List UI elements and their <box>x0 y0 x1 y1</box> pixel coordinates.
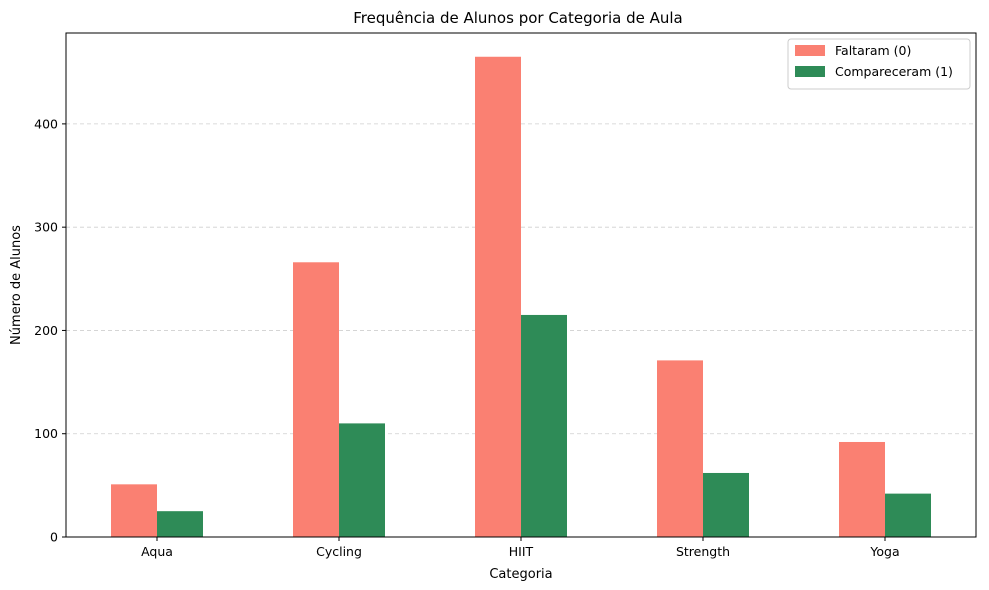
x-tick-label: HIIT <box>509 544 534 559</box>
x-tick-label: Yoga <box>869 544 899 559</box>
bar-cycling-series-1 <box>293 262 339 537</box>
y-tick-label: 300 <box>34 220 58 235</box>
x-tick-label: Strength <box>676 544 730 559</box>
legend-swatch <box>795 45 825 56</box>
bar-yoga-series-2 <box>885 493 931 537</box>
bar-aqua-series-2 <box>157 511 203 537</box>
chart-title: Frequência de Alunos por Categoria de Au… <box>353 9 683 27</box>
x-axis-ticks: Aqua Cycling HIIT Strength Yoga <box>141 537 900 559</box>
bar-cycling-series-2 <box>339 423 385 537</box>
y-axis-ticks: 0 100 200 300 400 <box>34 116 66 545</box>
y-axis-label: Número de Alunos <box>9 225 24 345</box>
bar-hiit-series-2 <box>521 314 567 537</box>
x-axis-label: Categoria <box>489 567 552 582</box>
bar-aqua-series-1 <box>111 484 157 537</box>
y-tick-label: 0 <box>50 530 58 545</box>
y-tick-label: 100 <box>34 426 58 441</box>
y-tick-label: 200 <box>34 323 58 338</box>
bar-strength-series-2 <box>703 472 749 537</box>
legend: Faltaram (0) Compareceram (1) <box>787 38 971 90</box>
legend-box <box>787 38 971 90</box>
bar-strength-series-1 <box>657 360 703 537</box>
legend-label: Compareceram (1) <box>835 64 953 79</box>
x-tick-label: Cycling <box>316 544 362 559</box>
bar-hiit-series-1 <box>475 56 521 538</box>
y-tick-label: 400 <box>34 116 58 131</box>
bar-yoga-series-1 <box>839 441 885 537</box>
bars <box>111 56 931 538</box>
legend-label: Faltaram (0) <box>835 43 911 58</box>
legend-swatch <box>795 66 825 77</box>
x-tick-label: Aqua <box>141 544 173 559</box>
